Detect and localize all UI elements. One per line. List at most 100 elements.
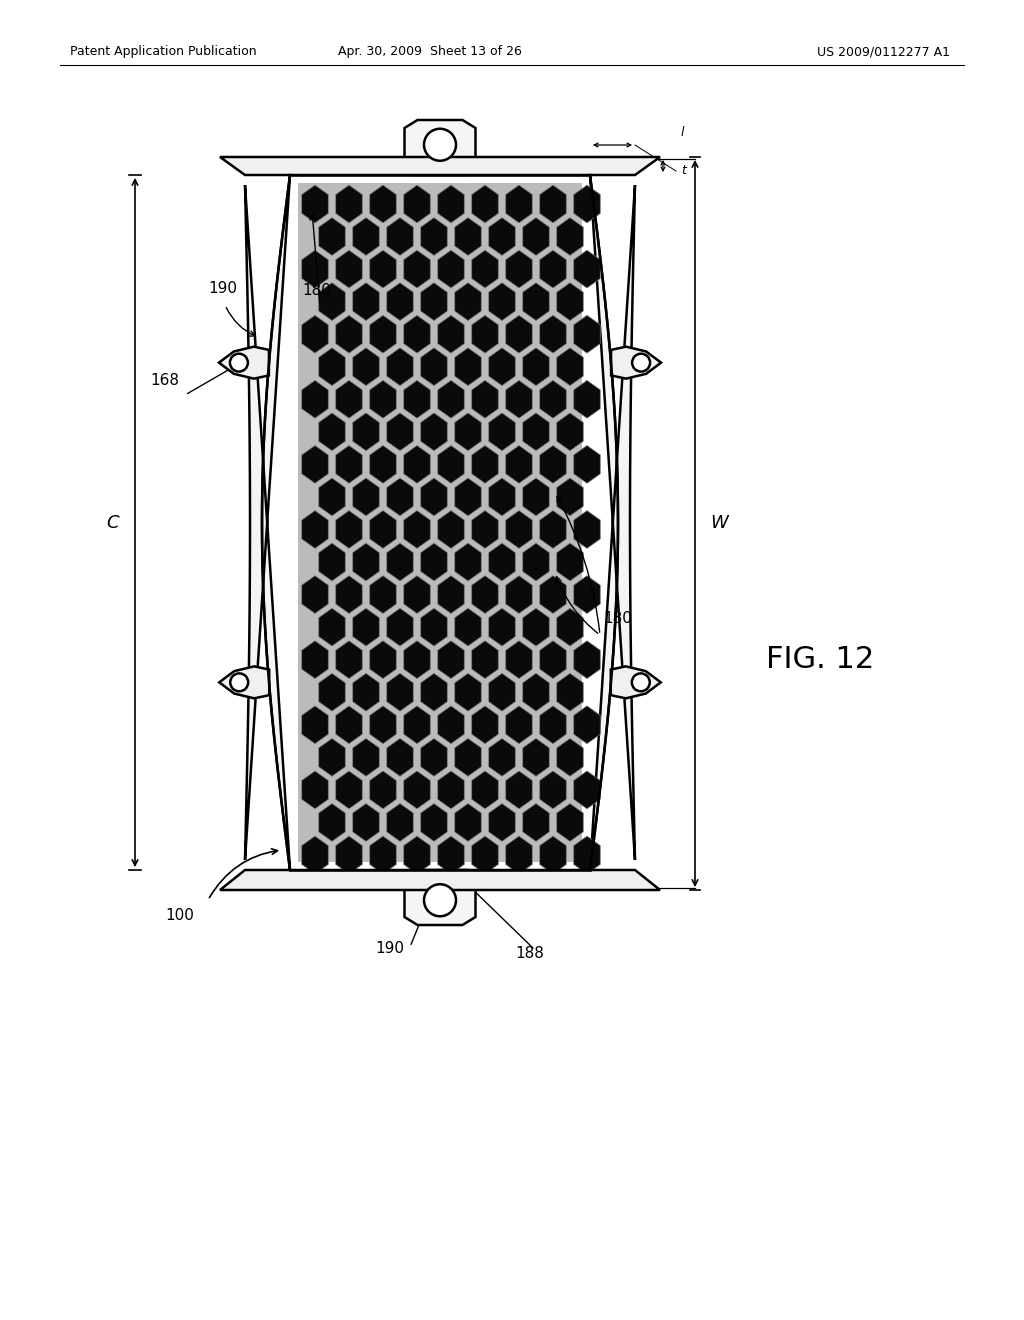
Polygon shape <box>472 706 499 743</box>
Polygon shape <box>421 543 447 581</box>
Polygon shape <box>540 640 566 678</box>
Polygon shape <box>404 120 475 176</box>
Polygon shape <box>421 413 447 450</box>
Polygon shape <box>421 348 447 385</box>
Text: 100: 100 <box>165 908 194 923</box>
Polygon shape <box>472 511 499 548</box>
Polygon shape <box>488 804 515 841</box>
Polygon shape <box>302 640 329 678</box>
Polygon shape <box>573 511 600 548</box>
Polygon shape <box>455 673 481 711</box>
Polygon shape <box>352 609 379 645</box>
Polygon shape <box>370 380 396 418</box>
Polygon shape <box>557 218 584 256</box>
Polygon shape <box>370 576 396 614</box>
Polygon shape <box>352 413 379 450</box>
Polygon shape <box>352 478 379 516</box>
Polygon shape <box>437 380 464 418</box>
Polygon shape <box>472 380 499 418</box>
Polygon shape <box>506 380 532 418</box>
Polygon shape <box>403 185 430 223</box>
Bar <box>298 183 582 862</box>
Text: t: t <box>681 165 686 177</box>
Polygon shape <box>318 543 345 581</box>
Polygon shape <box>557 478 584 516</box>
Polygon shape <box>370 706 396 743</box>
Polygon shape <box>472 315 499 354</box>
Polygon shape <box>219 347 269 379</box>
Polygon shape <box>522 348 549 385</box>
Text: 168: 168 <box>150 374 179 388</box>
Text: 180: 180 <box>603 611 632 626</box>
Polygon shape <box>540 511 566 548</box>
Polygon shape <box>318 673 345 711</box>
Polygon shape <box>557 282 584 321</box>
Circle shape <box>424 129 456 161</box>
Polygon shape <box>437 836 464 874</box>
Circle shape <box>632 673 650 692</box>
Polygon shape <box>370 251 396 288</box>
Polygon shape <box>557 609 584 645</box>
Polygon shape <box>522 282 549 321</box>
Polygon shape <box>488 738 515 776</box>
Polygon shape <box>352 738 379 776</box>
Polygon shape <box>387 478 414 516</box>
Polygon shape <box>403 706 430 743</box>
Polygon shape <box>573 576 600 614</box>
Polygon shape <box>573 251 600 288</box>
Polygon shape <box>506 576 532 614</box>
Text: FIG. 12: FIG. 12 <box>766 645 874 675</box>
Polygon shape <box>336 640 362 678</box>
Polygon shape <box>437 185 464 223</box>
Polygon shape <box>540 380 566 418</box>
Polygon shape <box>488 478 515 516</box>
Polygon shape <box>472 771 499 809</box>
Polygon shape <box>318 804 345 841</box>
Polygon shape <box>387 413 414 450</box>
Polygon shape <box>573 640 600 678</box>
Polygon shape <box>403 836 430 874</box>
Polygon shape <box>352 673 379 711</box>
Polygon shape <box>318 348 345 385</box>
Polygon shape <box>557 543 584 581</box>
Polygon shape <box>220 870 660 890</box>
Polygon shape <box>573 185 600 223</box>
Polygon shape <box>336 315 362 354</box>
Polygon shape <box>506 836 532 874</box>
Polygon shape <box>540 706 566 743</box>
Polygon shape <box>472 446 499 483</box>
Polygon shape <box>573 836 600 874</box>
Polygon shape <box>403 640 430 678</box>
Text: C: C <box>106 513 120 532</box>
Polygon shape <box>387 218 414 256</box>
Polygon shape <box>302 380 329 418</box>
Polygon shape <box>403 380 430 418</box>
Text: 188: 188 <box>515 946 544 961</box>
Polygon shape <box>557 673 584 711</box>
Polygon shape <box>302 251 329 288</box>
Polygon shape <box>403 511 430 548</box>
Text: l: l <box>681 127 684 140</box>
Polygon shape <box>370 640 396 678</box>
Polygon shape <box>455 218 481 256</box>
Polygon shape <box>421 282 447 321</box>
Polygon shape <box>318 218 345 256</box>
Polygon shape <box>302 185 329 223</box>
Polygon shape <box>455 478 481 516</box>
Polygon shape <box>302 771 329 809</box>
Polygon shape <box>522 804 549 841</box>
Polygon shape <box>488 282 515 321</box>
Polygon shape <box>437 576 464 614</box>
Polygon shape <box>302 576 329 614</box>
Polygon shape <box>557 738 584 776</box>
Polygon shape <box>219 667 269 698</box>
Text: Patent Application Publication: Patent Application Publication <box>70 45 257 58</box>
Polygon shape <box>522 673 549 711</box>
Text: 190: 190 <box>208 281 237 296</box>
Polygon shape <box>472 251 499 288</box>
Polygon shape <box>488 348 515 385</box>
Polygon shape <box>488 218 515 256</box>
Polygon shape <box>403 576 430 614</box>
Polygon shape <box>336 185 362 223</box>
Circle shape <box>632 354 650 372</box>
